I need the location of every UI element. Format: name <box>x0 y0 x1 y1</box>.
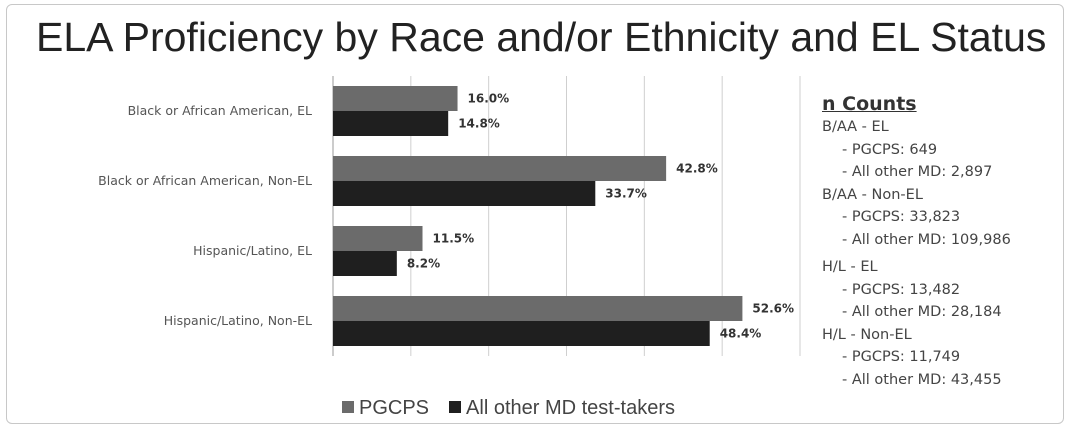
count-value: - PGCPS: 11,749 <box>842 349 961 365</box>
n-counts-heading: n Counts <box>822 93 917 115</box>
data-label: 33.7% <box>605 187 647 201</box>
bar <box>333 251 397 276</box>
legend-item: PGCPS <box>342 397 429 420</box>
legend-label: PGCPS <box>359 397 430 419</box>
data-label: 14.8% <box>458 117 500 131</box>
legend: PGCPS All other MD test-takers <box>342 397 695 420</box>
data-label: 42.8% <box>676 162 718 176</box>
count-group-label: B/AA - EL <box>822 119 889 135</box>
legend-item: All other MD test-takers <box>449 397 675 420</box>
bar <box>333 86 458 111</box>
bar <box>333 111 449 136</box>
data-label: 16.0% <box>468 92 510 106</box>
category-label: Black or African American, EL <box>128 103 312 118</box>
count-value: - All other MD: 43,455 <box>842 371 1002 388</box>
count-value: - All other MD: 109,986 <box>842 231 1011 248</box>
bar <box>333 181 596 206</box>
bar <box>333 156 667 181</box>
count-value: - All other MD: 28,184 <box>842 304 1002 320</box>
bar <box>333 296 743 321</box>
chart-title: ELA Proficiency by Race and/or Ethnicity… <box>36 14 1047 60</box>
category-label: Black or African American, Non-EL <box>98 173 312 188</box>
data-label: 11.5% <box>433 232 475 246</box>
legend-swatch <box>449 401 462 413</box>
data-label: 48.4% <box>720 327 762 341</box>
legend-label: All other MD test-takers <box>466 397 675 419</box>
count-value: - PGCPS: 33,823 <box>842 209 961 225</box>
n-counts-panel: n Counts B/AA - EL - PGCPS: 649 - All othe… <box>822 92 1060 391</box>
count-group-label: H/L - Non-EL <box>822 326 912 343</box>
count-group-label: B/AA - Non-EL <box>822 186 923 203</box>
count-group-label: H/L - EL <box>822 259 878 275</box>
category-label: Hispanic/Latino, EL <box>193 243 312 258</box>
category-label: Hispanic/Latino, Non-EL <box>164 313 312 328</box>
bar <box>333 321 710 346</box>
count-value: - All other MD: 2,897 <box>842 164 993 180</box>
bar <box>333 226 423 251</box>
n-counts-list: B/AA - EL - PGCPS: 649 - All other MD: 2,8… <box>822 116 1060 391</box>
legend-swatch <box>342 401 354 413</box>
data-label: 52.6% <box>752 302 794 316</box>
chart-frame <box>6 4 1064 424</box>
count-value: - PGCPS: 13,482 <box>842 281 961 298</box>
count-value: - PGCPS: 649 <box>842 141 938 158</box>
data-label: 8.2% <box>407 257 440 271</box>
